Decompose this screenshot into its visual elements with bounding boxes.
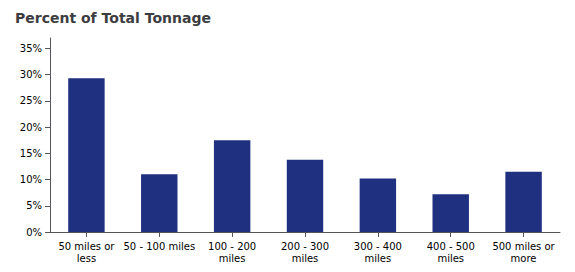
svg-text:more: more [511, 253, 537, 264]
svg-text:25%: 25% [20, 95, 42, 106]
svg-text:400 - 500: 400 - 500 [427, 241, 475, 252]
svg-text:Percent of Total Tonnage: Percent of Total Tonnage [15, 10, 211, 26]
svg-text:300 - 400: 300 - 400 [354, 241, 402, 252]
svg-text:20%: 20% [20, 122, 42, 133]
svg-text:500 miles or: 500 miles or [492, 241, 555, 252]
svg-text:15%: 15% [20, 148, 42, 159]
svg-text:miles: miles [219, 253, 246, 264]
svg-text:miles: miles [365, 253, 392, 264]
svg-text:10%: 10% [20, 174, 42, 185]
svg-text:5%: 5% [26, 200, 42, 211]
svg-text:50 miles or: 50 miles or [58, 241, 115, 252]
svg-text:less: less [77, 253, 96, 264]
svg-text:35%: 35% [20, 43, 42, 54]
svg-text:0%: 0% [26, 227, 42, 238]
svg-text:miles: miles [292, 253, 319, 264]
svg-text:50 - 100 miles: 50 - 100 miles [123, 241, 195, 252]
svg-text:miles: miles [437, 253, 464, 264]
svg-text:200 - 300: 200 - 300 [281, 241, 329, 252]
svg-text:100 - 200: 100 - 200 [208, 241, 256, 252]
svg-text:30%: 30% [20, 69, 42, 80]
